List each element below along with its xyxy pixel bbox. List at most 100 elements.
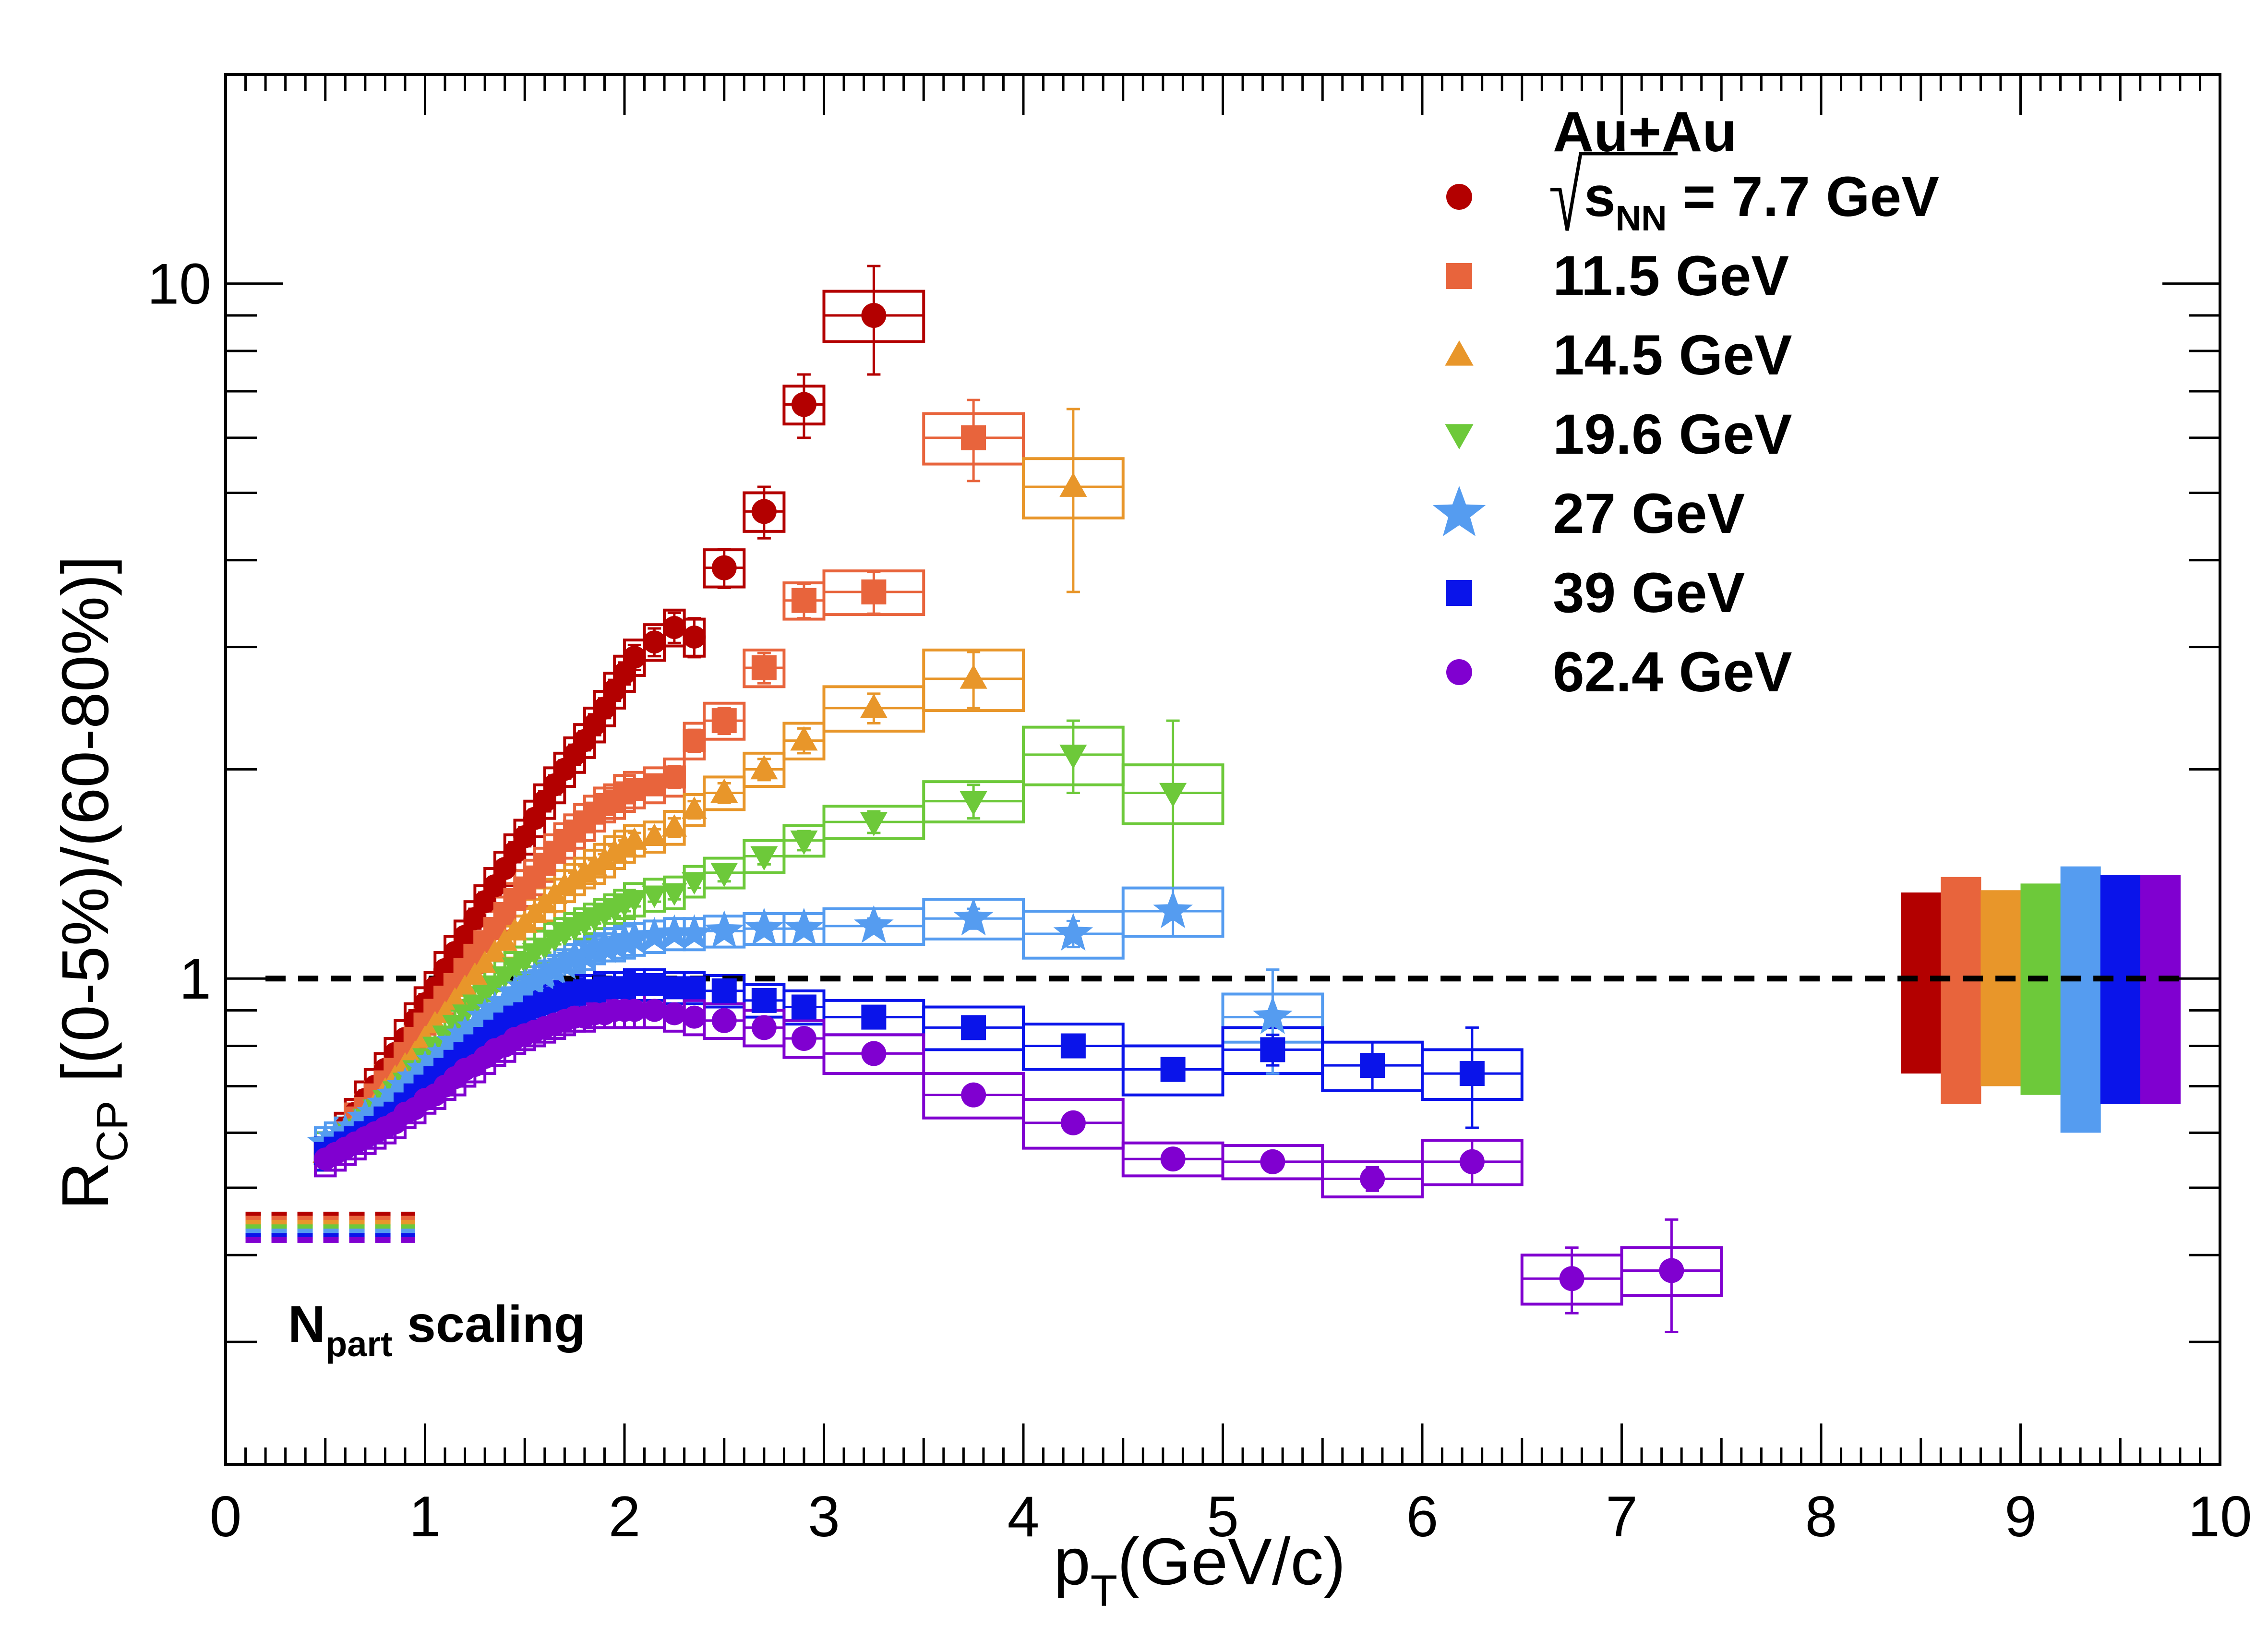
legend-marker: [1432, 486, 1486, 536]
data-point: [623, 999, 646, 1022]
x-tick-label: 9: [2004, 1484, 2037, 1549]
data-point: [1060, 1033, 1086, 1059]
data-point: [750, 846, 778, 871]
data-point: [641, 823, 667, 846]
data-point: [710, 863, 738, 887]
data-point: [643, 773, 666, 796]
x-tick-label: 5: [1207, 1484, 1239, 1549]
data-point: [854, 905, 894, 943]
data-point: [861, 302, 887, 328]
data-point: [744, 907, 784, 946]
data-point: [612, 833, 637, 856]
data-point: [1059, 745, 1087, 769]
data-point: [682, 796, 707, 819]
y-tick-label: 1: [179, 947, 211, 1011]
markers-series-6: [313, 999, 1684, 1291]
data-point: [596, 925, 633, 960]
data-point: [601, 839, 627, 862]
data-point: [526, 956, 564, 991]
data-point: [662, 976, 686, 1000]
normalization-box: [1980, 890, 2021, 1086]
legend-marker: [1445, 340, 1474, 366]
data-point: [861, 1041, 887, 1066]
data-point: [506, 968, 543, 1004]
x-tick-label: 3: [808, 1484, 840, 1549]
legend-marker: [1445, 424, 1474, 450]
data-point: [683, 976, 706, 1000]
data-point: [711, 555, 737, 580]
legend-marker: [1446, 184, 1472, 210]
data-point: [452, 974, 478, 997]
x-tick-label: 2: [609, 1484, 641, 1549]
data-point: [566, 936, 603, 971]
x-tick-label: 7: [1606, 1484, 1638, 1549]
data-point: [662, 616, 686, 639]
legend-label: 39 GeV: [1553, 561, 1745, 625]
x-tick-label: 6: [1406, 1484, 1439, 1549]
data-point: [436, 1023, 474, 1058]
data-point: [791, 994, 816, 1020]
data-point: [446, 1015, 484, 1051]
legend-label: 62.4 GeV: [1553, 640, 1792, 704]
data-point: [556, 939, 593, 974]
data-point: [622, 827, 648, 850]
data-point: [546, 944, 583, 980]
data-point: [1559, 1266, 1584, 1291]
data-point: [472, 950, 498, 973]
data-point: [960, 664, 987, 689]
data-point: [1160, 1057, 1186, 1082]
normalization-box: [2100, 875, 2141, 1104]
data-point: [751, 988, 777, 1013]
legend-marker: [1446, 263, 1472, 289]
data-point: [636, 917, 673, 953]
data-point: [622, 890, 648, 913]
data-point: [961, 1015, 986, 1040]
data-point: [456, 1008, 493, 1044]
tick-labels: 0 1 2 3 4 5 6 7 8 9 10 1 10: [147, 252, 2252, 1549]
data-point: [593, 696, 616, 720]
data-point: [1159, 783, 1187, 808]
data-point: [643, 999, 666, 1022]
data-point: [463, 907, 487, 930]
data-point: [606, 922, 643, 958]
data-point: [751, 1015, 777, 1040]
data-point: [1260, 1149, 1285, 1174]
data-point: [953, 897, 994, 936]
y-axis-title: RCP [(0-5%)/(60-80%)]: [48, 556, 137, 1210]
legend-label: 27 GeV: [1553, 482, 1745, 545]
data-point: [790, 726, 818, 751]
npart-label: Npart scaling: [288, 1295, 586, 1364]
data-point: [586, 928, 624, 963]
x-tick-label: 4: [1008, 1484, 1040, 1549]
data-point: [661, 814, 687, 837]
x-tick-label: 8: [1805, 1484, 1837, 1549]
normalization-boxes: [1901, 866, 2181, 1133]
legend-marker: [1446, 659, 1472, 685]
data-point: [623, 645, 646, 669]
data-point: [572, 859, 598, 882]
data-point: [791, 392, 816, 417]
data-point: [710, 778, 738, 803]
data-point: [1260, 1037, 1285, 1062]
data-point: [711, 978, 737, 1003]
x-tick-label: 0: [210, 1484, 242, 1549]
data-point: [582, 853, 608, 876]
data-point: [1360, 1053, 1385, 1078]
normalization-box: [2140, 875, 2181, 1104]
legend-label: 11.5 GeV: [1553, 244, 1789, 308]
data-point: [562, 866, 588, 889]
data-point: [1659, 1258, 1684, 1283]
data-point: [961, 1082, 986, 1108]
data-point: [791, 1025, 816, 1051]
sys-box: [922, 648, 1025, 712]
data-point: [496, 974, 534, 1010]
data-point: [751, 499, 777, 524]
x-axis-title: pT(GeV/c): [1054, 1525, 1345, 1616]
data-point: [1153, 890, 1193, 929]
data-point: [462, 962, 488, 985]
data-point: [641, 885, 667, 908]
data-point: [486, 984, 524, 1020]
